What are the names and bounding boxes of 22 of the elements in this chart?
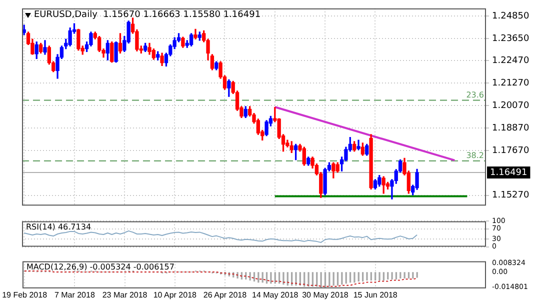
annotation: 23.6 [466, 90, 484, 100]
chart-title: EURUSD,Daily 1.15670 1.16663 1.15580 1.16491 [34, 10, 261, 20]
y-tick-label: 1.22470 [492, 56, 530, 66]
y-tick-label: 1.18870 [492, 123, 530, 134]
y-tick-label: 1.24850 [492, 11, 530, 22]
x-tick-label: 7 Mar 2018 [54, 290, 96, 300]
chart-title: RSI(14) 46.7134 [26, 222, 92, 232]
x-tick-label: 26 Apr 2018 [203, 290, 248, 300]
y-tick-label: 1.23650 [492, 34, 530, 44]
chart-title: MACD(12,26,9) -0.005324 -0.006157 [26, 262, 174, 272]
ref-line-label: 1.16491 [490, 168, 528, 178]
annotation: 38.2 [466, 150, 484, 160]
x-tick-label: 23 Mar 2018 [102, 290, 148, 300]
x-tick-label: 14 May 2018 [252, 290, 299, 300]
y-tick-label: 1.17670 [492, 146, 530, 156]
y-tick-label: 1.20070 [492, 100, 530, 111]
x-tick-label: 30 May 2018 [302, 290, 349, 300]
y-tick-label: 1.21270 [492, 78, 530, 88]
x-tick-label: 10 Apr 2018 [153, 290, 198, 300]
y-tick-label: 1.15270 [492, 190, 530, 201]
x-tick-label: 19 Feb 2018 [2, 290, 48, 300]
x-tick-label: 15 Jun 2018 [353, 290, 398, 300]
